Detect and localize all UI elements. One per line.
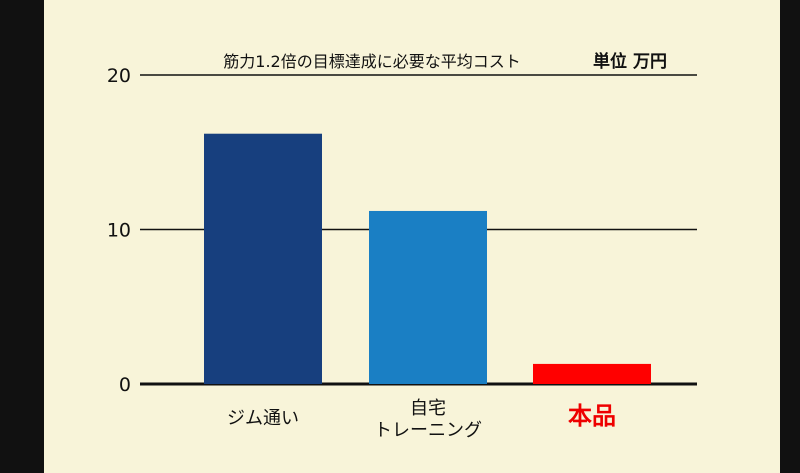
y-tick-label: 20	[107, 65, 131, 87]
chart-title: 筋力1.2倍の目標達成に必要な平均コスト	[223, 52, 520, 71]
bar-1	[204, 133, 322, 384]
y-tick-labels: 0 10 20	[107, 65, 131, 396]
y-tick-label: 10	[107, 220, 131, 242]
bar-2	[369, 210, 487, 384]
bars	[204, 133, 651, 384]
unit-label: 単位 万円	[593, 51, 667, 72]
bar-3	[533, 363, 651, 384]
category-label: トレーニング	[374, 420, 482, 441]
y-tick-label: 0	[119, 374, 131, 396]
category-label: 本品	[568, 402, 616, 430]
category-label: ジム通い	[227, 408, 299, 429]
category-label: 自宅	[410, 398, 446, 419]
